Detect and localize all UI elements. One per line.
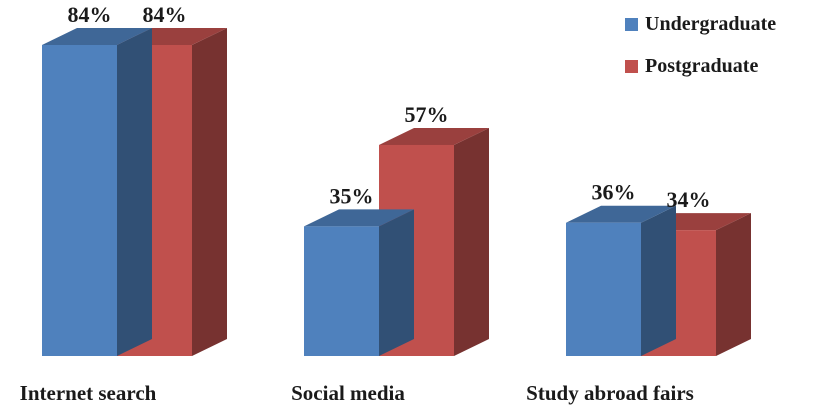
bar-side-face [379, 209, 414, 356]
data-label: 34% [667, 187, 711, 212]
legend: Undergraduate Postgraduate [625, 13, 776, 77]
bar-front-face [304, 226, 379, 356]
data-label: 84% [68, 2, 112, 27]
bar-front-face [566, 222, 641, 356]
category-label: Internet search [20, 381, 157, 405]
legend-label: Undergraduate [645, 13, 776, 35]
data-label: 84% [143, 2, 187, 27]
bar-side-face [716, 213, 751, 356]
bars-group: 84% 84% Internet search 35% 57% Social media 3… [20, 2, 751, 405]
data-label: 35% [330, 183, 374, 208]
data-label: 57% [405, 102, 449, 127]
legend-swatch [625, 18, 638, 31]
bar-undergraduate-3 [566, 205, 676, 356]
bar-top-face [379, 127, 489, 145]
bar-side-face [117, 28, 152, 356]
bar-top-face [566, 205, 676, 223]
legend-label: Postgraduate [645, 55, 758, 77]
category-label: Study abroad fairs [526, 381, 694, 405]
bar-top-face [42, 28, 152, 45]
category-label: Social media [291, 381, 405, 405]
bar-side-face [192, 28, 227, 356]
bar-undergraduate-2 [304, 209, 414, 356]
bar-top-face [304, 209, 414, 227]
bar-postgraduate-2 [379, 127, 489, 356]
bar-front-face [42, 45, 117, 356]
bar-side-face [641, 205, 676, 356]
bar-side-face [454, 127, 489, 356]
bar-undergraduate-1 [42, 28, 152, 356]
data-label: 36% [592, 180, 636, 205]
legend-swatch [625, 60, 638, 73]
